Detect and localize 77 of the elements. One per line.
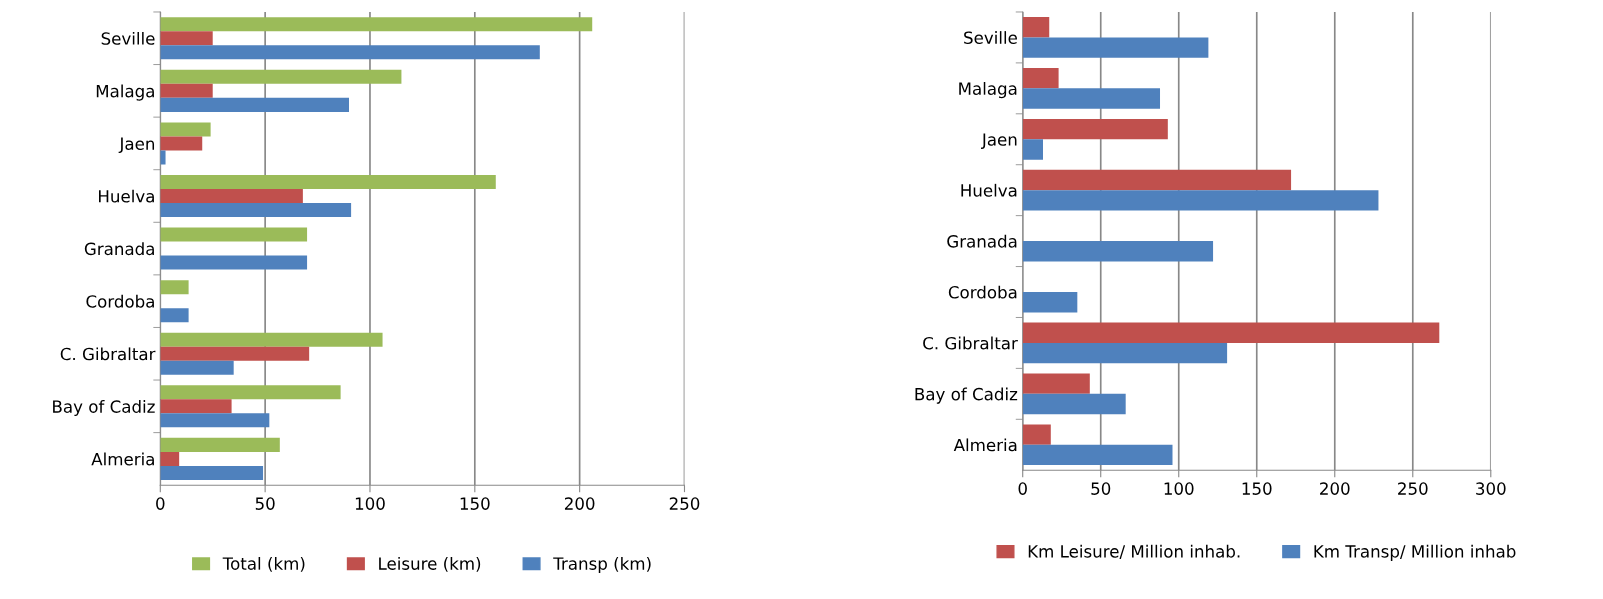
x-tick-label: 200 xyxy=(564,497,595,510)
bar xyxy=(1022,241,1214,262)
bar xyxy=(160,465,264,480)
bar xyxy=(160,174,496,189)
bar xyxy=(1022,424,1051,445)
bar xyxy=(1022,67,1059,89)
bar xyxy=(160,83,213,98)
bar xyxy=(1022,118,1168,140)
bar xyxy=(160,332,383,347)
bar xyxy=(160,189,303,204)
bar xyxy=(1022,393,1126,415)
y-tick-label: Malaga xyxy=(96,84,154,101)
bar xyxy=(1022,322,1440,343)
bar xyxy=(160,437,280,452)
y-tick-label: C. Gibraltar xyxy=(60,347,156,361)
y-tick-label: Jaen xyxy=(118,137,155,154)
bar xyxy=(1022,292,1078,313)
bar xyxy=(1022,139,1043,160)
y-tick-label: Almeria xyxy=(91,452,154,466)
bar xyxy=(160,308,189,323)
x-tick-label: 300 xyxy=(1476,482,1506,495)
x-tick-label: 50 xyxy=(255,497,275,510)
y-tick-label: Malaga xyxy=(959,82,1017,99)
x-tick-label: 150 xyxy=(1242,482,1272,495)
bar xyxy=(160,385,341,400)
bar xyxy=(160,346,310,361)
bar xyxy=(160,69,402,84)
bar xyxy=(1022,444,1173,466)
y-tick-label: Granada xyxy=(84,242,154,256)
x-tick-label: 0 xyxy=(156,497,165,510)
y-tick-label: Granada xyxy=(947,234,1017,248)
x-tick-label: 200 xyxy=(1320,482,1350,495)
bar xyxy=(1022,373,1090,394)
x-tick-label: 100 xyxy=(1164,482,1194,495)
y-tick-label: Seville xyxy=(964,31,1017,45)
bar xyxy=(160,399,232,414)
legend-label: Km Leisure/ Million inhab. xyxy=(1028,544,1240,559)
y-tick-label: Jaen xyxy=(981,133,1017,149)
bar xyxy=(160,227,308,242)
bar xyxy=(160,122,211,137)
bar xyxy=(160,150,166,165)
bar xyxy=(160,97,350,112)
x-tick-label: 50 xyxy=(1091,482,1111,495)
bar xyxy=(1022,88,1161,109)
y-tick-label: Huelva xyxy=(961,183,1017,197)
legend-label: Km Transp/ Million inhab xyxy=(1314,544,1516,561)
bar xyxy=(160,451,180,466)
bar xyxy=(1022,342,1228,364)
x-tick-label: 0 xyxy=(1018,482,1027,495)
bar xyxy=(1022,37,1209,58)
y-tick-label: Huelva xyxy=(99,189,154,203)
y-tick-label: Almeria xyxy=(953,438,1017,452)
y-tick-label: Cordoba xyxy=(86,294,154,308)
bar xyxy=(160,255,308,270)
y-tick-label: Bay of Cadiz xyxy=(53,399,155,417)
x-tick-label: 250 xyxy=(669,497,700,510)
legend-label: Leisure (km) xyxy=(379,556,481,572)
y-tick-label: Bay of Cadiz xyxy=(915,387,1018,404)
x-tick-label: 250 xyxy=(1398,482,1428,495)
bar xyxy=(1022,190,1379,211)
bar xyxy=(160,280,189,295)
bar xyxy=(160,203,352,218)
bar xyxy=(160,45,540,60)
y-tick-label: Cordoba xyxy=(948,285,1017,299)
bar xyxy=(160,17,593,32)
legend-label: Total (km) xyxy=(222,556,305,572)
x-tick-label: 150 xyxy=(460,497,490,510)
bar xyxy=(1022,169,1292,191)
y-tick-label: Seville xyxy=(101,31,155,45)
bar xyxy=(1022,17,1050,38)
bar xyxy=(160,413,270,428)
bar xyxy=(160,31,213,46)
bar xyxy=(160,136,203,151)
x-tick-label: 100 xyxy=(355,497,385,510)
bar xyxy=(160,360,234,375)
y-tick-label: C. Gibraltar xyxy=(923,336,1018,350)
legend-label: Transp (km) xyxy=(553,556,651,574)
